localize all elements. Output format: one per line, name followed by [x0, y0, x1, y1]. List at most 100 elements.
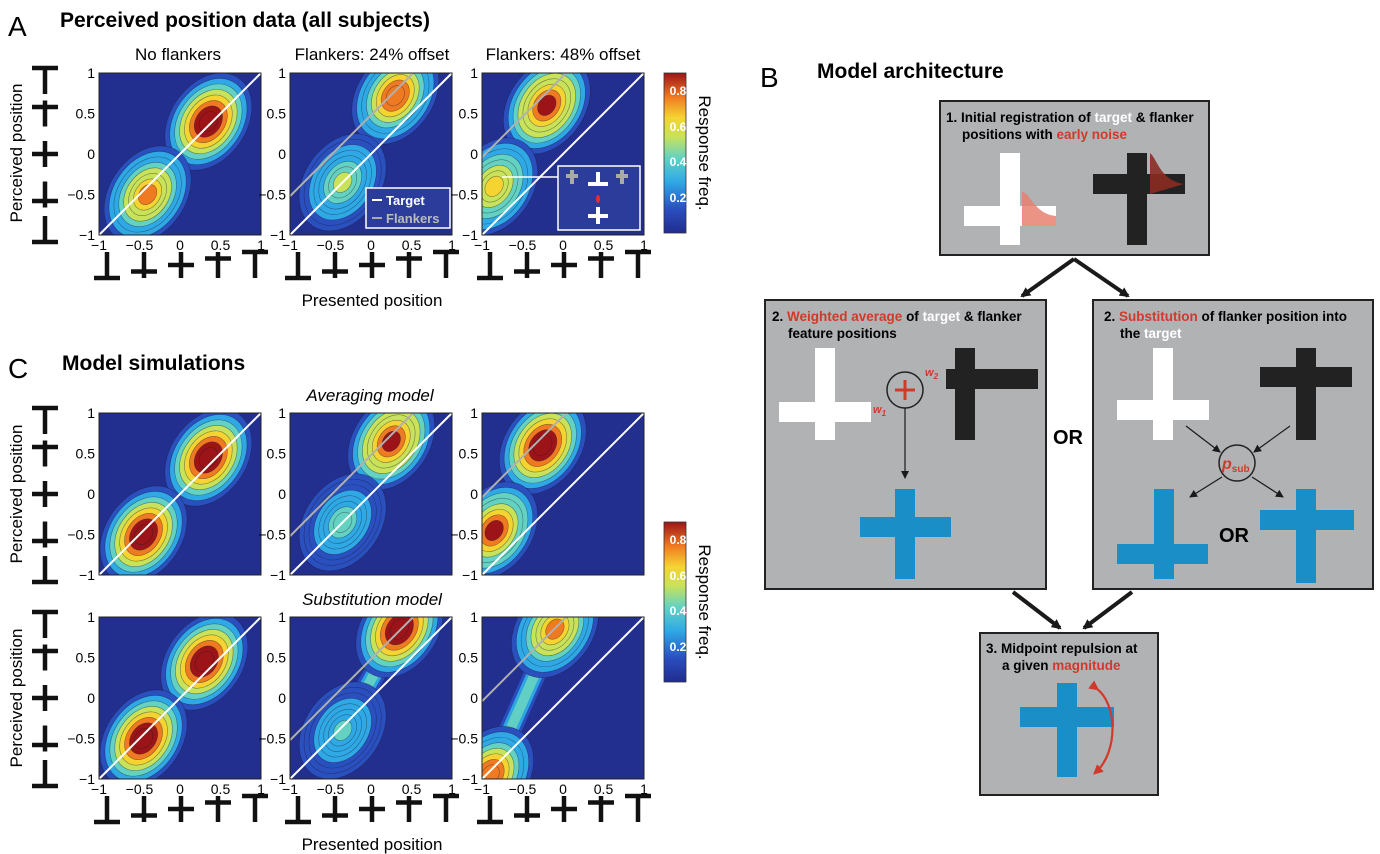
position-glyph-icon: [205, 796, 231, 822]
x-tick-label: 1: [640, 237, 648, 253]
panel-c-row-1: Averaging model: [305, 386, 434, 405]
x-tick-label: −0.5: [126, 781, 154, 797]
position-glyph-icon: [32, 181, 58, 208]
y-tick-label: 0: [470, 486, 478, 502]
flanker-line: [482, 617, 567, 702]
contour-2-8: [484, 519, 504, 541]
identity-line: [481, 616, 645, 780]
colorbar-a-tick-08: 0.8: [670, 84, 687, 98]
x-tick-label: 0.5: [211, 237, 231, 253]
position-glyph-icon: [94, 252, 120, 281]
arrow-2a-to-3: [1011, 590, 1062, 630]
panel-c-ylabel-1: Perceived position: [7, 425, 26, 564]
w2-sub: 2: [933, 372, 939, 381]
identity-line: [481, 412, 645, 576]
glyph-layer: [32, 65, 651, 825]
position-glyph-icon: [242, 793, 268, 822]
x-tick-label: 0: [176, 237, 184, 253]
position-glyph-icon: [285, 796, 311, 825]
x-tick-label: 0.5: [594, 781, 614, 797]
y-tick-label: 1: [87, 65, 95, 81]
arrow-1-to-2a: [1020, 257, 1076, 298]
x-tick-label: 1: [448, 781, 456, 797]
position-glyph-icon: [32, 521, 58, 548]
x-tick-label: −0.5: [126, 237, 154, 253]
position-glyph-icon: [32, 685, 58, 711]
position-glyph-icon: [168, 796, 194, 822]
box2a-text-1c: of: [902, 309, 922, 324]
position-glyph-icon: [285, 252, 311, 281]
heatmap-9: [481, 616, 645, 780]
y-tick-label: −1: [270, 771, 286, 787]
box2b-text-1c: of flanker position into: [1198, 309, 1347, 324]
psub-label: p: [1221, 456, 1232, 473]
box1-text-2b: early noise: [1057, 127, 1128, 142]
x-tick-label: 0: [559, 781, 567, 797]
svg-text:a given magnitude: a given magnitude: [1002, 658, 1121, 673]
position-glyph-icon: [433, 793, 459, 822]
position-glyph-icon: [322, 796, 348, 822]
box3-text-1: 3. Midpoint repulsion at: [986, 641, 1138, 656]
colorbar-a-tick-02: 0.2: [670, 191, 687, 205]
x-tick-label: 0.5: [594, 237, 614, 253]
position-glyph-icon: [477, 796, 503, 825]
panel-a-subtitle-1: No flankers: [135, 45, 221, 64]
x-tick-label: 1: [257, 237, 265, 253]
heatmap-frame: [98, 616, 262, 780]
identity-line: [98, 412, 262, 576]
heatmap-frame: [289, 72, 453, 236]
flanker-line: [482, 73, 567, 158]
position-glyph-icon: [32, 725, 58, 752]
heatmap-frame: [289, 412, 453, 576]
y-tick-label: 0: [278, 146, 286, 162]
flanker-line: [290, 73, 414, 197]
flanker-line: [482, 413, 567, 498]
position-glyph-icon: [588, 252, 614, 278]
box3-text-2a: a given: [1002, 658, 1052, 673]
y-tick-label: 0.5: [267, 106, 287, 122]
panel-c-ylabel-2: Perceived position: [7, 629, 26, 768]
x-tick-label: −0.5: [317, 237, 345, 253]
position-glyph-icon: [514, 796, 540, 822]
colorbar-c-tick-04: 0.4: [670, 604, 687, 618]
x-tick-label: 0.5: [402, 781, 422, 797]
x-tick-label: −0.5: [509, 781, 537, 797]
y-tick-label: −1: [79, 227, 95, 243]
y-tick-label: 1: [470, 405, 478, 421]
x-tick-label: 0: [176, 781, 184, 797]
panel-a-legend: Target Flankers: [365, 187, 451, 229]
white-target-glyph: [1000, 153, 1020, 245]
y-tick-label: 1: [278, 609, 286, 625]
contour-1-8: [381, 430, 401, 452]
heatmap-3: [481, 72, 645, 236]
y-tick-label: 0.5: [267, 650, 287, 666]
contour-1-8: [385, 85, 405, 107]
y-tick-label: 1: [278, 405, 286, 421]
w1-sub: 1: [882, 409, 887, 418]
box2a-text-1b: Weighted average: [787, 309, 903, 324]
heatmap-6: [481, 412, 645, 576]
y-tick-label: 0: [470, 146, 478, 162]
x-tick-label: 1: [640, 781, 648, 797]
position-glyph-icon: [32, 440, 58, 467]
svg-text:2. Substitution of flanker pos: 2. Substitution of flanker position into: [1104, 309, 1347, 324]
box2a-text-2: feature positions: [788, 326, 897, 341]
svg-text:1. Initial registration of tar: 1. Initial registration of target & flan…: [946, 110, 1194, 125]
box1-text-2a: positions with: [962, 127, 1057, 142]
box2b-text-2a: the: [1120, 326, 1144, 341]
x-tick-label: −1: [91, 781, 107, 797]
position-glyph-icon: [32, 609, 58, 638]
colorbar-c-label: Response freq.: [695, 544, 714, 659]
panel-b-title: Model architecture: [817, 60, 1004, 83]
box2b-text-1b: Substitution: [1119, 309, 1198, 324]
panel-a-subtitle-3: Flankers: 48% offset: [486, 45, 641, 64]
heatmap-4: [98, 412, 262, 576]
w1-label: w: [873, 404, 883, 416]
x-tick-label: −1: [474, 237, 490, 253]
position-glyph-icon: [32, 481, 58, 507]
x-tick-label: 0: [559, 237, 567, 253]
y-tick-label: −1: [462, 771, 478, 787]
panel-a3-inset: [502, 165, 641, 231]
panel-a-title: Perceived position data (all subjects): [60, 9, 430, 32]
identity-line: [481, 72, 645, 236]
